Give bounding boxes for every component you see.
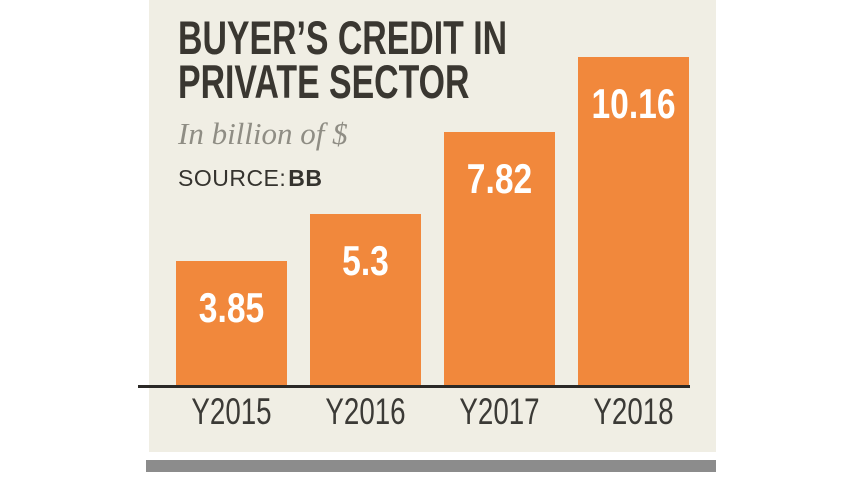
x-axis-label-text: Y2017 [459,391,540,432]
x-axis-label-y2017: Y2017 [444,392,555,432]
x-axis-label-text: Y2015 [191,391,272,432]
x-axis-label-text: Y2018 [593,391,674,432]
bar-value-y2015: 3.85 [198,284,265,331]
bar-value-y2016: 5.3 [342,237,389,284]
bottom-divider-bar [146,460,716,472]
x-axis-label-y2016: Y2016 [310,392,421,432]
x-axis-baseline [138,385,690,388]
bar-y2018: 10.16 [578,57,689,385]
bar-y2015: 3.85 [176,261,287,385]
bar-value-y2017: 7.82 [466,155,533,202]
bar-y2016: 5.3 [310,214,421,385]
x-axis-label-text: Y2016 [325,391,406,432]
x-axis-label-y2018: Y2018 [578,392,689,432]
x-axis-label-y2015: Y2015 [176,392,287,432]
page-title-line2: PRIVATE SECTOR [178,55,470,108]
page-title-line1: BUYER’S CREDIT IN [178,11,508,64]
source-label: SOURCE: [178,165,287,191]
bar-value-y2018: 10.16 [591,80,676,127]
source-line: SOURCE:BB [178,166,635,190]
chart-unit-subtitle: In billion of $ [178,116,348,151]
source-value: BB [288,165,323,191]
bar-y2017: 7.82 [444,132,555,385]
chart-header: BUYER’S CREDIT IN PRIVATE SECTOR In bill… [178,11,635,190]
